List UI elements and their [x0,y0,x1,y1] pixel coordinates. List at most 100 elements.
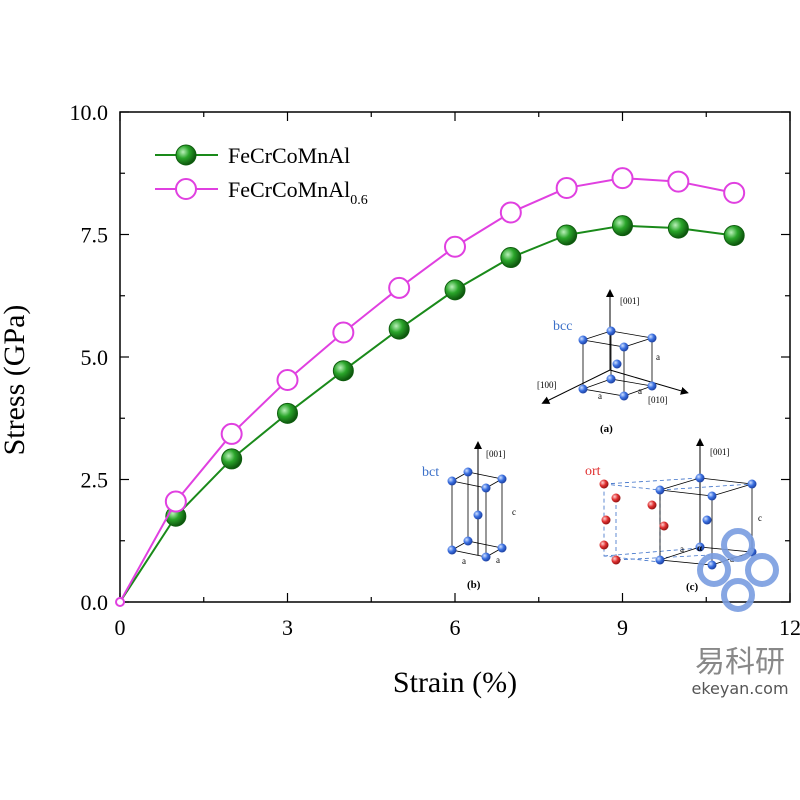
ort-atom-red [601,515,611,525]
ort-alpha-label: α [697,543,702,553]
data-point [500,247,522,269]
bcc-atom [606,326,616,336]
data-point [221,448,243,470]
y-axis-title: Stress (GPa) [0,305,31,456]
data-point [667,217,689,239]
series-line-1 [119,224,735,603]
bcc-atom [647,381,657,391]
ort-atom [695,542,705,552]
ort-atom-red [611,555,621,565]
data-point [444,235,466,258]
x-tick-label: 0 [115,615,126,640]
bcc-atom [578,335,588,345]
bct-c-label: c [512,507,516,517]
series-layer [115,167,746,607]
y-tick-label: 2.5 [81,468,109,493]
data-point [220,422,243,445]
bcc-axis-100 [541,369,611,404]
plot-frame [119,111,791,603]
bct-atom [447,476,457,486]
ort-atom-red [659,521,669,531]
y-tick-label: 5.0 [81,345,109,370]
bct-atom [447,545,457,555]
bcc-a-label-1: a [656,352,660,362]
data-point [444,279,466,301]
ort-c-label: c [758,513,762,523]
data-point [276,369,299,392]
bct-atom [481,552,491,562]
bct-atom [497,474,507,484]
data-point [667,170,690,193]
bct-axis-001-label: [001] [486,449,506,459]
legend-label-2: FeCrCoMnAl0.6 [228,177,368,208]
y-tick-label: 7.5 [81,223,109,248]
watermark-name: 易科研 [695,645,785,680]
series-line-2 [119,177,735,603]
legend-label-1: FeCrCoMnAl [228,143,350,168]
bct-atom [463,536,473,546]
series-1 [115,215,745,607]
bcc-a-label-3: a [638,386,642,396]
x-axis-title: Strain (%) [393,666,517,699]
bcc-a-label-2: a [598,391,602,401]
axis-ticks [119,111,791,603]
legend-entry-1: FeCrCoMnAl [155,143,350,168]
bcc-atom [619,391,629,401]
data-point [164,490,187,513]
x-tick-label: 3 [282,615,293,640]
data-point [555,176,578,199]
bct-atom [497,543,507,553]
bcc-label: bcc [553,319,572,334]
legend-label-2-main: FeCrCoMnAl [228,177,350,202]
data-point [723,181,746,204]
legend-marker-1 [175,144,197,166]
bct-label: bct [422,465,439,480]
y-tick-label: 10.0 [70,100,109,125]
inset-ort: ort [001] c a a α (c) [585,438,762,593]
y-tick-labels: 0.0 2.5 5.0 7.5 10.0 [70,100,109,615]
data-point [723,224,745,246]
x-tick-label: 12 [779,615,800,640]
watermark-site: ekeyan.com [691,679,788,698]
ort-atom [655,485,665,495]
data-point [277,402,298,424]
ort-atom [707,491,717,501]
ort-atom [707,560,717,570]
ort-atom-red [647,500,657,510]
bcc-caption: (a) [600,423,613,435]
y-tick-label: 0.0 [81,590,109,615]
ort-atom-center [702,515,712,525]
bcc-atom [606,374,616,384]
ort-atom [655,555,665,565]
ort-atom-red [599,479,609,489]
bcc-atom [619,342,629,352]
data-point [332,321,355,344]
bcc-atom-center [612,359,622,369]
ort-caption: (c) [686,581,699,593]
bct-caption: (b) [467,579,481,591]
data-point [115,597,125,607]
bct-atom [463,467,473,477]
ort-atom [695,473,705,483]
ort-atom [747,479,757,489]
inset-bct: bct [001] c a a (b) [422,441,516,591]
data-point [388,318,410,340]
bcc-axis-010 [609,369,689,395]
legend-label-2-sub: 0.6 [350,193,368,208]
bct-a-label-2: a [496,555,500,565]
data-point [388,276,411,299]
bct-atom-center [473,510,483,520]
ort-atom-red [611,493,621,503]
ort-label: ort [585,464,601,479]
bcc-atom [578,384,588,394]
watermark: 易科研 ekeyan.com [691,528,789,698]
inset-bcc: bcc [001] [100] [010] a a a (a) [537,289,689,435]
bcc-axis-100-label: [100] [537,380,557,390]
legend: FeCrCoMnAl FeCrCoMnAl0.6 [155,143,368,208]
data-point [612,215,633,237]
bcc-axis-001-label: [001] [620,296,640,306]
bct-a-label-1: a [462,556,466,566]
bct-atom [481,483,491,493]
